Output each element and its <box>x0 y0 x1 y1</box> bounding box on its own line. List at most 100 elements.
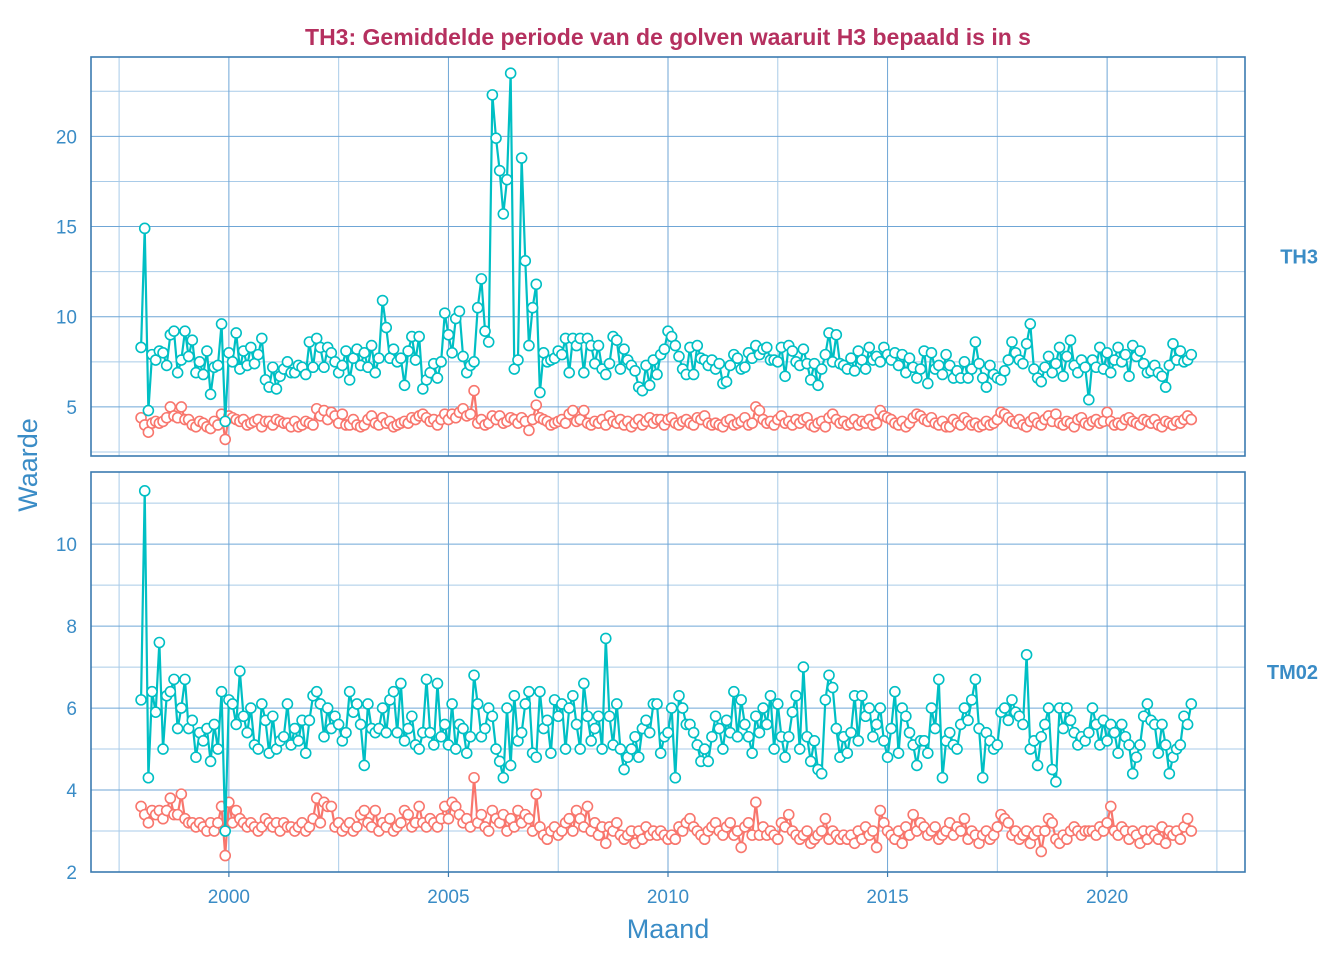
data-point <box>973 357 985 370</box>
data-point <box>175 702 188 714</box>
data-point <box>530 788 543 800</box>
data-point <box>599 368 612 381</box>
data-point <box>153 636 166 649</box>
data-point <box>442 812 455 825</box>
data-point <box>212 817 224 829</box>
data-point <box>351 698 363 710</box>
data-point <box>1057 722 1070 735</box>
data-point <box>618 343 630 356</box>
data-point <box>197 368 210 381</box>
x-tick-label: 2015 <box>866 887 908 908</box>
data-point <box>354 718 367 731</box>
data-point <box>318 361 330 374</box>
data-point <box>1050 776 1062 788</box>
data-point <box>519 255 532 267</box>
data-point <box>508 689 521 702</box>
data-point <box>479 722 491 735</box>
data-point <box>142 771 155 784</box>
data-point <box>358 347 371 359</box>
data-point <box>351 821 363 833</box>
data-point <box>900 710 912 723</box>
data-point <box>603 710 616 723</box>
y-tick-label: 8 <box>66 617 77 638</box>
strip-label: TH3 <box>1280 247 1318 269</box>
data-point <box>523 812 535 825</box>
data-point <box>892 359 905 372</box>
data-point <box>578 404 590 417</box>
data-point <box>387 343 400 356</box>
data-point <box>413 743 425 755</box>
panel-border <box>90 56 1246 457</box>
data-point <box>449 743 462 755</box>
data-point <box>761 341 773 354</box>
data-point <box>742 730 755 743</box>
data-point <box>406 710 418 723</box>
data-point <box>1119 348 1132 361</box>
data-point <box>885 722 898 735</box>
data-point <box>969 673 982 686</box>
data-point <box>245 702 257 714</box>
data-point <box>713 357 726 370</box>
data-point <box>801 825 813 837</box>
data-point <box>929 821 941 833</box>
data-point <box>870 417 883 429</box>
data-point <box>746 417 758 429</box>
data-point <box>468 384 480 397</box>
data-point <box>398 735 411 747</box>
data-point <box>435 356 447 368</box>
data-point <box>892 747 905 759</box>
data-point <box>867 730 879 743</box>
data-point <box>343 685 356 698</box>
data-point <box>215 685 228 698</box>
data-point <box>237 710 250 723</box>
data-point <box>658 343 671 356</box>
data-point <box>420 673 433 686</box>
data-point <box>1181 812 1194 825</box>
data-point <box>1039 718 1051 731</box>
data-point <box>567 404 579 417</box>
data-point <box>219 433 232 446</box>
data-point <box>826 681 839 694</box>
data-point <box>1020 648 1033 661</box>
data-point <box>493 755 506 768</box>
data-point <box>578 366 590 379</box>
data-point <box>438 307 451 319</box>
data-point <box>764 689 777 702</box>
data-point <box>336 359 349 372</box>
data-point <box>215 318 228 330</box>
data-point <box>815 767 828 780</box>
data-point <box>962 714 974 727</box>
panel-tm02: 2 4 6 8 10 TM02 <box>56 471 1318 884</box>
data-point <box>219 825 232 837</box>
data-point <box>918 735 930 747</box>
data-point <box>1123 739 1135 751</box>
data-point <box>1039 825 1051 837</box>
data-point <box>779 751 791 764</box>
data-point <box>142 817 155 829</box>
data-point <box>936 368 949 381</box>
data-point <box>515 152 528 164</box>
data-point <box>819 348 832 361</box>
data-point <box>691 339 704 352</box>
data-point <box>504 759 517 772</box>
data-point <box>384 812 396 825</box>
data-point <box>468 669 480 682</box>
data-point <box>365 339 378 352</box>
data-point <box>340 726 352 739</box>
data-point <box>596 743 608 755</box>
data-point <box>771 698 784 710</box>
data-point <box>943 726 956 739</box>
data-point <box>369 366 382 379</box>
data-point <box>720 375 733 388</box>
data-point <box>409 354 422 366</box>
data-point <box>771 833 784 846</box>
data-point <box>1101 817 1113 829</box>
data-point <box>980 381 993 393</box>
data-point <box>739 361 751 374</box>
data-point <box>1002 714 1015 727</box>
data-point <box>556 348 568 361</box>
data-point <box>687 368 700 381</box>
data-point <box>398 379 411 392</box>
data-point <box>724 817 737 829</box>
data-point <box>490 132 502 144</box>
